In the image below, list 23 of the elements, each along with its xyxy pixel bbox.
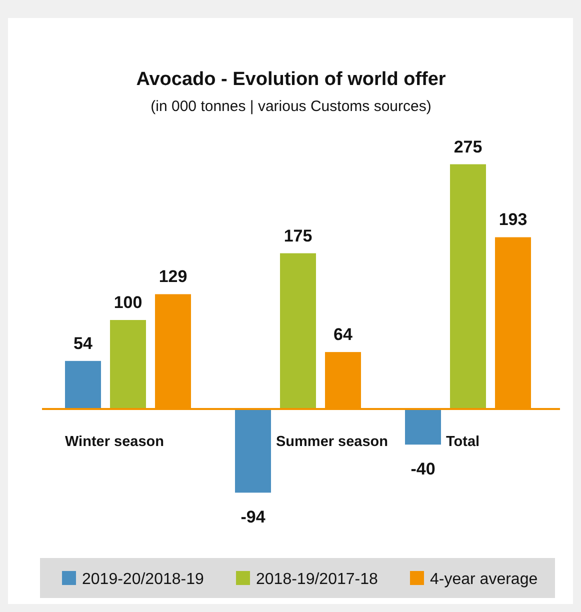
data-label: -94 [240,508,266,527]
data-label: 175 [284,226,312,246]
data-label: 275 [454,137,482,156]
bar [110,320,146,409]
bar [65,360,101,409]
data-label: 64 [334,325,353,344]
data-label: 193 [498,210,528,230]
data-label: -40 [410,460,436,479]
bar [235,409,271,493]
x-tick-label: Total [446,434,480,450]
bar [450,164,486,409]
legend-label: 2018-19/2017-18 [256,571,378,588]
data-label: 54 [74,334,93,353]
chart-title: Avocado - Evolution of world offer [136,69,446,90]
bar [405,409,441,445]
data-label: 100 [114,293,142,312]
chart-subtitle: (in 000 tonnes | various Customs sources) [150,98,432,115]
data-label: 129 [158,267,188,286]
x-tick-label: Summer season [276,434,388,450]
x-tick-label: Winter season [65,434,164,450]
legend-label: 2019-20/2018-19 [82,571,204,588]
legend-label: 4-year average [430,571,538,588]
bar [280,253,316,409]
